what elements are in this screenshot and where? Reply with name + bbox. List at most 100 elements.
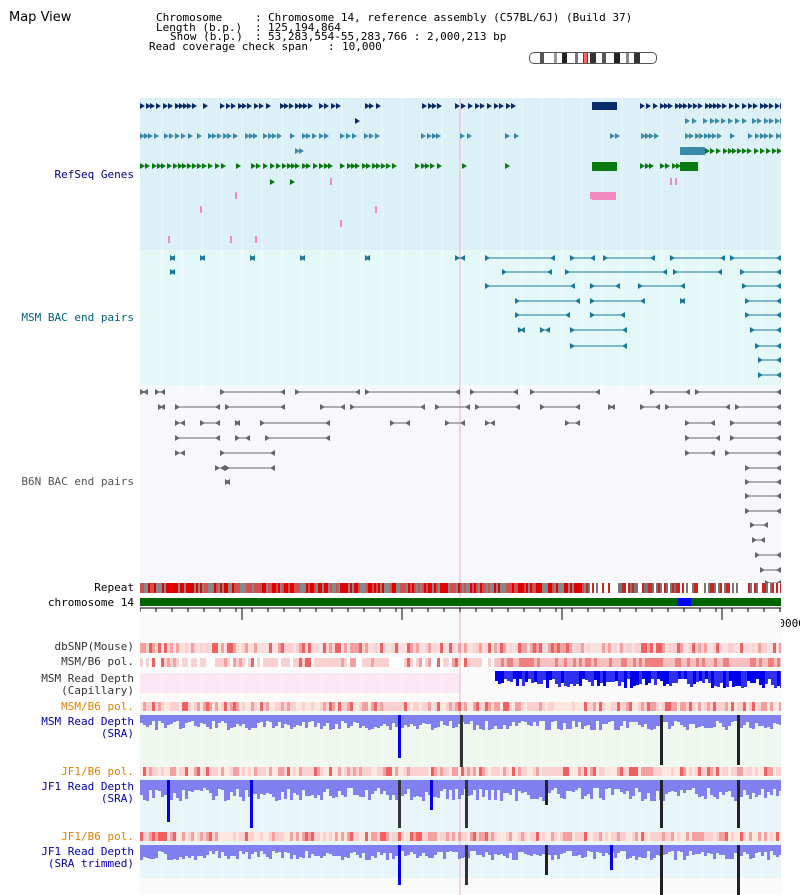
depth-bar xyxy=(720,671,723,683)
jf1-depth-trim-label[interactable]: JF1 Read Depth (SRA trimmed) xyxy=(41,845,134,870)
depth-bar xyxy=(771,671,774,685)
repeat-segment xyxy=(468,583,470,593)
heat-cell xyxy=(647,767,650,776)
msm-depth-capillary-label[interactable]: MSM Read Depth (Capillary) xyxy=(41,672,134,697)
depth-bar xyxy=(212,780,215,800)
heat-cell xyxy=(558,658,561,667)
heat-cell xyxy=(494,702,497,711)
bac-end xyxy=(745,479,750,485)
heat-cell xyxy=(761,767,764,776)
bac-end xyxy=(725,450,730,456)
gene-glyph xyxy=(168,236,170,243)
depth-bar xyxy=(146,845,149,858)
heat-cell xyxy=(747,658,750,667)
heat-cell xyxy=(548,832,551,841)
msm-depth-sra-label[interactable]: MSM Read Depth (SRA) xyxy=(41,715,134,740)
repeat-segment xyxy=(388,583,390,593)
jf1-b6-pol-2-label[interactable]: JF1/B6 pol. xyxy=(61,830,134,843)
gene-glyph xyxy=(183,103,188,109)
depth-bar xyxy=(674,715,677,721)
heat-cell xyxy=(743,702,746,711)
jf1-b6-pol-label[interactable]: JF1/B6 pol. xyxy=(61,765,134,778)
bac-end xyxy=(520,327,525,333)
depth-bar xyxy=(422,780,425,801)
track-panel[interactable] xyxy=(140,98,781,895)
gene-glyph xyxy=(187,103,192,109)
heat-cell xyxy=(167,658,170,667)
bac-end xyxy=(565,420,570,426)
heat-cell xyxy=(515,643,518,653)
dbsnp-label[interactable]: dbSNP(Mouse) xyxy=(54,640,134,653)
chromosome-ideogram[interactable] xyxy=(529,52,657,64)
depth-bar xyxy=(638,715,641,725)
tracks-canvas[interactable] xyxy=(140,98,781,895)
depth-bar xyxy=(284,845,287,852)
depth-bar xyxy=(230,780,233,792)
gene-glyph xyxy=(154,133,159,139)
bac-end xyxy=(215,420,220,426)
bac-end xyxy=(755,343,760,349)
gene-glyph xyxy=(145,163,150,169)
depth-bar xyxy=(287,845,290,853)
heat-cell xyxy=(383,643,386,653)
heat-cell xyxy=(587,767,590,776)
depth-bar xyxy=(365,780,368,790)
depth-bar xyxy=(203,845,206,858)
repeat-segment xyxy=(564,583,566,593)
repeat-segment xyxy=(486,583,488,593)
heat-cell xyxy=(644,643,647,653)
gene-glyph xyxy=(430,163,435,169)
msm-b6-pol-2-label[interactable]: MSM/B6 pol. xyxy=(61,700,134,713)
heat-cell xyxy=(563,643,566,653)
heat-cell xyxy=(689,702,692,711)
gene-glyph xyxy=(685,118,690,124)
heat-cell xyxy=(485,658,488,667)
repeat-segment xyxy=(292,583,294,593)
heat-cell xyxy=(771,658,774,667)
depth-bar xyxy=(473,715,476,730)
gene-glyph xyxy=(722,103,727,109)
repeat-segment xyxy=(430,583,432,593)
heat-cell xyxy=(179,643,182,653)
heat-cell xyxy=(296,643,299,653)
depth-bar xyxy=(717,671,720,687)
bac-end xyxy=(175,435,180,441)
refseq-genes-label[interactable]: RefSeq Genes xyxy=(54,168,134,181)
depth-bar xyxy=(458,780,461,799)
depth-bar xyxy=(182,715,185,728)
repeat-segment xyxy=(210,583,212,593)
gene-glyph xyxy=(197,133,202,139)
depth-bar xyxy=(191,780,194,792)
heat-cell xyxy=(416,832,419,841)
heat-cell xyxy=(476,658,479,667)
depth-bar xyxy=(242,780,245,801)
heat-cell xyxy=(392,643,395,653)
heat-cell xyxy=(419,767,422,776)
heat-cell xyxy=(407,658,410,667)
heat-cell xyxy=(608,832,611,841)
jf1-depth-sra-label[interactable]: JF1 Read Depth (SRA) xyxy=(41,780,134,805)
repeat-segment xyxy=(522,583,524,593)
depth-bar xyxy=(266,845,269,857)
depth-bar xyxy=(635,715,638,722)
msm-bac-label[interactable]: MSM BAC end pairs xyxy=(21,311,134,324)
heat-cell xyxy=(296,832,299,841)
heat-cell xyxy=(503,702,506,711)
heat-cell xyxy=(776,702,779,711)
msm-b6-pol-label[interactable]: MSM/B6 pol. xyxy=(61,655,134,668)
heat-cell xyxy=(650,702,653,711)
repeat-segment xyxy=(232,583,234,593)
repeat-segment xyxy=(766,583,768,593)
heat-cell xyxy=(633,658,636,667)
repeat-segment xyxy=(174,583,176,593)
b6n-bac-label[interactable]: B6N BAC end pairs xyxy=(21,475,134,488)
depth-bar xyxy=(440,845,443,852)
gene-glyph xyxy=(263,133,268,139)
heat-cell xyxy=(398,702,401,711)
depth-bar xyxy=(365,715,368,728)
depth-bar xyxy=(587,845,590,851)
gene-glyph xyxy=(197,163,202,169)
depth-bar xyxy=(575,715,578,727)
repeat-segment xyxy=(772,583,774,593)
depth-bar xyxy=(380,780,383,794)
